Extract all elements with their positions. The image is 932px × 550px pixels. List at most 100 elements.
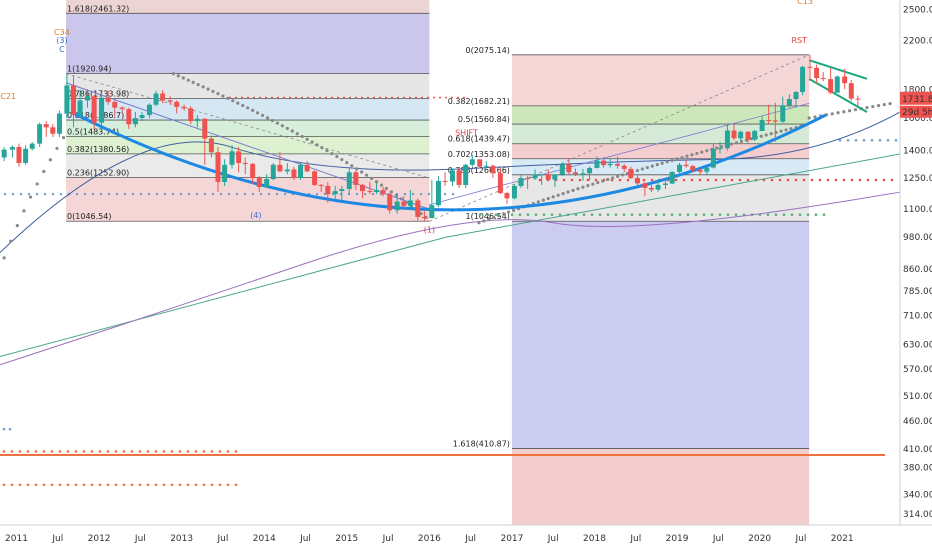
fib-left-time-zone (66, 13, 430, 74)
dot-marker (171, 192, 175, 196)
dot-marker (253, 96, 255, 99)
candle-body (690, 166, 696, 171)
dot-marker (155, 192, 159, 196)
dot-marker (698, 178, 702, 182)
candle-body (264, 179, 270, 187)
dot-marker (162, 450, 166, 453)
dot-marker (674, 178, 678, 182)
dot-marker (385, 96, 387, 99)
dot-marker (542, 213, 546, 217)
dot-marker (66, 450, 70, 453)
candle-body (415, 200, 421, 217)
dot-marker (50, 450, 54, 453)
candle-body (325, 185, 331, 195)
sar-dot (270, 118, 275, 123)
x-tick-label: Jul (629, 534, 641, 544)
y-tick-label: 570.00 (903, 365, 932, 375)
candle-body (683, 164, 689, 167)
sar-dot (365, 173, 369, 177)
candle-body (772, 120, 778, 122)
dot-marker (822, 213, 826, 217)
dot-marker (51, 192, 55, 196)
candle-body (139, 115, 145, 119)
x-tick-label: 2014 (253, 534, 276, 544)
sar-dot (625, 171, 630, 176)
candle-body (449, 170, 455, 182)
dot-marker (3, 192, 7, 196)
candle-body (456, 170, 462, 185)
fib-left-zone (66, 153, 430, 178)
sar-dot (596, 180, 600, 185)
dot-marker (686, 213, 690, 217)
dot-marker (419, 192, 423, 196)
dot-marker (355, 96, 357, 99)
candle-body (545, 174, 551, 180)
x-tick-label: Jul (134, 534, 146, 544)
dot-marker (247, 96, 249, 99)
candle-body (208, 138, 214, 153)
sar-dot (171, 72, 175, 76)
sar-dot (191, 80, 195, 84)
dot-marker (642, 178, 646, 182)
dot-marker (463, 96, 465, 99)
fib-right-bottom-zone (511, 448, 810, 525)
dot-marker (235, 192, 239, 196)
dot-marker (289, 96, 291, 99)
dot-marker (219, 192, 223, 196)
candle-body (284, 169, 290, 172)
sar-dot (502, 212, 506, 216)
dot-marker (82, 450, 86, 453)
candle-body (401, 201, 407, 206)
sar-dot (419, 211, 423, 216)
dot-marker (846, 138, 850, 142)
dot-marker (66, 483, 70, 487)
dot-marker (243, 192, 247, 196)
x-tick-label: 2015 (335, 534, 358, 544)
dot-marker (210, 483, 214, 487)
candle-body (731, 130, 737, 139)
dot-marker (622, 213, 626, 217)
candle-body (174, 101, 180, 107)
x-tick-label: Jul (382, 534, 394, 544)
sar-dot (325, 149, 329, 153)
dot-marker (42, 483, 46, 487)
candle-body (766, 120, 772, 122)
dot-marker (810, 178, 814, 182)
dot-marker (59, 192, 63, 196)
dot-marker (277, 96, 279, 99)
dot-marker (271, 96, 273, 99)
candle-body (202, 118, 208, 139)
sar-dot (15, 223, 19, 228)
dot-marker (826, 178, 830, 182)
dot-marker (427, 192, 431, 196)
dot-marker (722, 178, 726, 182)
y-tick-label: 630.00 (903, 341, 932, 351)
dot-marker (234, 450, 238, 453)
annotation-label: C (59, 45, 65, 54)
sar-dot (246, 106, 250, 110)
dot-marker (702, 213, 706, 217)
sar-dot (645, 165, 649, 170)
candle-body (229, 151, 235, 165)
candle-body (387, 194, 393, 211)
dot-marker (874, 178, 878, 182)
sar-dot (350, 164, 354, 168)
sar-dot (581, 185, 585, 189)
dot-marker (106, 483, 110, 487)
time-axis-panel (0, 525, 932, 550)
candle-body (607, 163, 613, 166)
dot-marker (343, 96, 345, 99)
dot-marker (229, 96, 231, 99)
dot-marker (115, 192, 119, 196)
y-tick-label: 380.00 (903, 464, 932, 474)
sar-dot (888, 101, 892, 106)
fib-right-zone (511, 158, 810, 175)
candle-body (367, 191, 373, 193)
candle-body (780, 105, 786, 122)
dot-marker (638, 213, 642, 217)
dot-marker (886, 138, 890, 142)
sar-dot (764, 133, 768, 137)
dot-marker (74, 483, 78, 487)
dot-marker (90, 450, 94, 453)
